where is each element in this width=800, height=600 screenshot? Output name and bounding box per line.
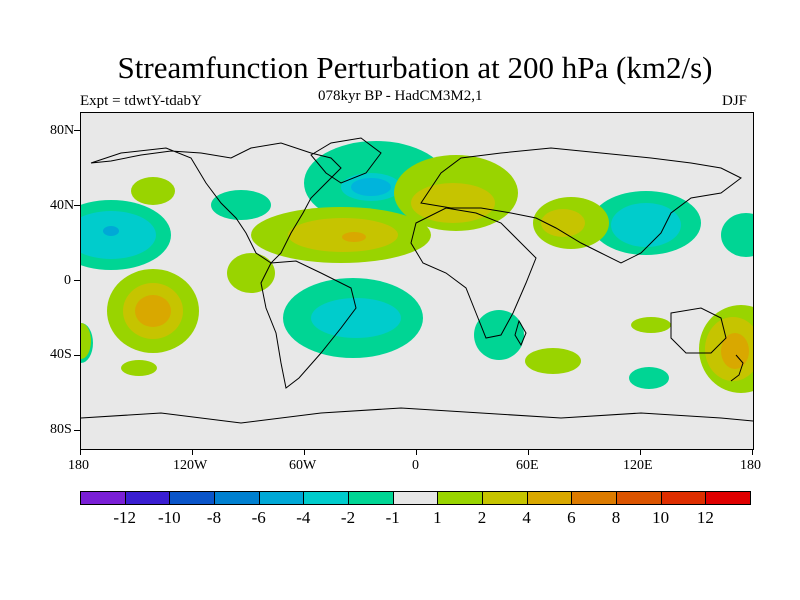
lat-tick bbox=[74, 130, 80, 131]
colorbar-swatch bbox=[214, 491, 260, 505]
lat-tick-label: 40N bbox=[50, 198, 75, 213]
colorbar-label: 6 bbox=[567, 508, 576, 527]
colorbar-label: 2 bbox=[477, 508, 487, 527]
greenland-coast bbox=[310, 137, 382, 184]
subtropical-atlantic-high-core bbox=[288, 218, 398, 252]
colorbar-swatch bbox=[571, 491, 617, 505]
lat-tick-label: 40S bbox=[50, 347, 72, 362]
colorbar-swatch bbox=[258, 491, 305, 505]
lon-tick-label: 0 bbox=[412, 458, 419, 473]
colorbar-swatch bbox=[169, 491, 215, 505]
east-asia-low-core bbox=[611, 203, 681, 247]
colorbar-label: 10 bbox=[652, 508, 670, 527]
eurasia-coast bbox=[420, 147, 742, 264]
colorbar-swatch bbox=[80, 491, 126, 505]
south-america-coast bbox=[260, 260, 357, 389]
lat-tick-label: 80S bbox=[50, 422, 72, 437]
colorbar-label: -6 bbox=[251, 508, 266, 527]
period-label: 078kyr BP - HadCM3M2,1 bbox=[318, 88, 483, 104]
antarctica-coast bbox=[81, 407, 753, 424]
lon-tick-label: 120E bbox=[623, 458, 653, 473]
nz-high-center bbox=[721, 333, 749, 369]
colorbar-swatch bbox=[303, 491, 349, 505]
edge-high bbox=[81, 323, 91, 359]
lon-tick bbox=[304, 449, 305, 455]
lon-tick bbox=[752, 449, 753, 455]
colorbar-swatch bbox=[526, 491, 573, 505]
lon-tick bbox=[640, 449, 641, 455]
south-america-high bbox=[227, 253, 275, 293]
north-atlantic-low-center bbox=[351, 178, 391, 196]
pacific-low-core bbox=[81, 211, 156, 259]
colorbar-label: 8 bbox=[611, 508, 621, 527]
colorbar-swatch bbox=[482, 491, 528, 505]
south-pacific-high-center bbox=[135, 295, 171, 327]
colorbar-label: 1 bbox=[433, 508, 442, 527]
colorbar-label: -2 bbox=[340, 508, 356, 527]
subtropical-atlantic-high-center bbox=[342, 232, 366, 242]
new-zealand-coast bbox=[730, 354, 744, 382]
coastlines bbox=[81, 137, 753, 424]
colorbar-label: -1 bbox=[385, 508, 400, 527]
indian-ocean-high bbox=[631, 317, 671, 333]
lon-tick bbox=[192, 449, 193, 455]
colorbar-swatch bbox=[392, 491, 439, 505]
southern-ocean-low bbox=[629, 367, 669, 389]
colorbar-label: -10 bbox=[157, 508, 181, 527]
lon-tick-label: 180 bbox=[68, 458, 89, 473]
lon-tick bbox=[528, 449, 529, 455]
southern-pacific-high bbox=[121, 360, 157, 376]
lat-tick bbox=[74, 280, 80, 281]
lon-tick bbox=[80, 449, 81, 455]
america-low bbox=[211, 190, 271, 220]
australia-coast bbox=[670, 307, 727, 354]
lat-tick-label: 80N bbox=[50, 123, 75, 138]
central-asia-high-core bbox=[541, 209, 585, 237]
colorbar-swatch bbox=[437, 491, 483, 505]
south-indian-high bbox=[525, 348, 581, 374]
season-label: DJF bbox=[722, 93, 748, 109]
south-atlantic-low-core bbox=[311, 298, 401, 338]
lat-tick-label: 0 bbox=[64, 273, 71, 288]
north-america-coast bbox=[90, 142, 342, 264]
colorbar-label: 12 bbox=[696, 508, 714, 527]
madagascar-coast bbox=[514, 319, 527, 347]
colorbar-label: -12 bbox=[113, 508, 136, 527]
colorbar-swatch bbox=[705, 491, 751, 505]
colorbar-swatch bbox=[660, 491, 707, 505]
pacific-low-center bbox=[103, 226, 119, 236]
colorbar-swatch bbox=[616, 491, 662, 505]
lat-tick bbox=[74, 430, 80, 431]
lon-tick bbox=[416, 449, 417, 455]
africa-coast bbox=[410, 207, 537, 339]
lat-tick bbox=[74, 205, 80, 206]
contour-map bbox=[81, 137, 753, 424]
colorbar-label: -4 bbox=[296, 508, 311, 527]
lon-tick-label: 60W bbox=[289, 458, 317, 473]
colorbar-swatch bbox=[348, 491, 394, 505]
experiment-label: Expt = tdwtY-tdabY bbox=[80, 93, 202, 109]
dateline-low bbox=[721, 213, 753, 257]
lon-tick-label: 120W bbox=[173, 458, 208, 473]
lon-tick-label: 180 bbox=[740, 458, 761, 473]
lat-tick bbox=[74, 355, 80, 356]
positive-contours bbox=[81, 155, 753, 393]
colorbar-label: 4 bbox=[522, 508, 531, 527]
lon-tick-label: 60E bbox=[516, 458, 539, 473]
negative-contours bbox=[81, 141, 753, 389]
north-pacific-high bbox=[131, 177, 175, 205]
colorbar-swatch bbox=[124, 491, 171, 505]
chart-title: Streamfunction Perturbation at 200 hPa (… bbox=[117, 50, 713, 85]
map-plot-area bbox=[80, 112, 754, 450]
colorbar-label: -8 bbox=[206, 508, 222, 527]
